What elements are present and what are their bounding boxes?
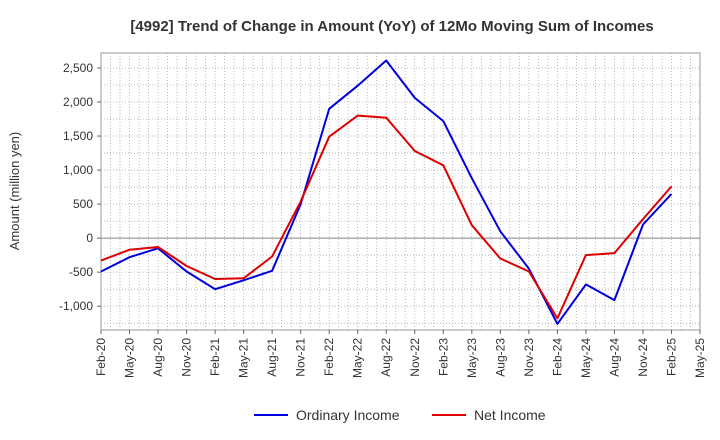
series-line-net-income bbox=[100, 114, 673, 320]
x-tick-label: May-21 bbox=[237, 338, 251, 378]
legend-label: Net Income bbox=[474, 407, 546, 423]
x-tick-label: Nov-22 bbox=[408, 338, 422, 377]
y-tick-label: -500 bbox=[69, 265, 93, 279]
legend-label: Ordinary Income bbox=[296, 407, 400, 423]
x-tick-label: Feb-21 bbox=[208, 338, 222, 376]
y-axis-ticks: -1,000 -500 0 500 1,000 1,500 2,000 2,500 bbox=[59, 61, 101, 313]
chart-title: [4992] Trend of Change in Amount (YoY) o… bbox=[130, 18, 653, 35]
grid bbox=[101, 53, 700, 330]
plot-frame bbox=[100, 52, 701, 331]
y-tick-label: -1,000 bbox=[59, 299, 93, 313]
y-tick-label: 1,000 bbox=[63, 163, 93, 177]
x-tick-label: May-24 bbox=[579, 338, 593, 378]
y-tick-label: 2,000 bbox=[63, 95, 93, 109]
x-tick-label: Aug-23 bbox=[493, 338, 507, 377]
y-axis-label: Amount (million yen) bbox=[7, 132, 22, 251]
x-tick-label: Feb-22 bbox=[322, 338, 336, 376]
x-tick-label: Aug-20 bbox=[151, 338, 165, 377]
x-tick-label: Aug-22 bbox=[379, 338, 393, 377]
y-tick-label: 1,500 bbox=[63, 129, 93, 143]
x-tick-label: Nov-20 bbox=[180, 338, 194, 377]
x-tick-label: Feb-23 bbox=[436, 338, 450, 376]
x-tick-label: Nov-21 bbox=[294, 338, 308, 377]
series-layer bbox=[100, 59, 673, 325]
x-tick-label: May-25 bbox=[693, 338, 707, 378]
x-axis-ticks: Feb-20 May-20 Aug-20 Nov-20 Feb-21 May-21 Aug-… bbox=[94, 330, 707, 378]
y-tick-label: 2,500 bbox=[63, 61, 93, 75]
y-tick-label: 0 bbox=[86, 231, 93, 245]
x-tick-label: Aug-24 bbox=[607, 338, 621, 377]
x-tick-label: May-20 bbox=[123, 338, 137, 378]
x-tick-label: Aug-21 bbox=[265, 338, 279, 377]
x-tick-label: Feb-20 bbox=[94, 338, 108, 376]
x-tick-label: May-22 bbox=[351, 338, 365, 378]
x-tick-label: May-23 bbox=[465, 338, 479, 378]
x-tick-label: Feb-25 bbox=[664, 338, 678, 376]
x-tick-label: Feb-24 bbox=[550, 338, 564, 376]
legend: Ordinary Income Net Income bbox=[254, 407, 546, 423]
x-tick-label: Nov-24 bbox=[636, 338, 650, 377]
y-tick-label: 500 bbox=[73, 197, 93, 211]
series-line-ordinary-income bbox=[100, 59, 673, 325]
x-tick-label: Nov-23 bbox=[522, 338, 536, 377]
